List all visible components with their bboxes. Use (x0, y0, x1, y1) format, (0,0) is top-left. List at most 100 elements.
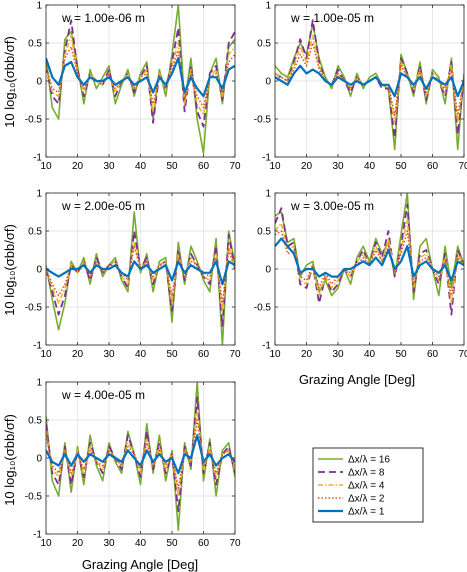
y-tick-label: 0.5 (28, 39, 42, 50)
y-tick-label: -1 (262, 341, 271, 352)
x-tick-label: 60 (198, 349, 210, 360)
legend-items: Δx/λ = 16 Δx/λ = 8 Δx/λ = 4 Δx/λ = 2 Δx/λ = … (318, 455, 390, 518)
y-tick-label: -0.5 (254, 303, 272, 314)
y-tick-label: -0.5 (254, 115, 272, 126)
series-line-dx2 (275, 42, 464, 116)
y-tick-label: 1 (36, 189, 42, 200)
x-tick-label: 20 (72, 538, 84, 549)
panel-annotation: w = 4.00e-05 m (61, 388, 145, 402)
ylabel-text: 10 log₁₀(σbb/σf) (2, 224, 17, 316)
xlabel-bottom: Grazing Angle [Deg] (82, 557, 198, 572)
x-tick-label: 30 (332, 161, 344, 172)
series-line-dx8 (46, 396, 235, 513)
series-line-dx1 (275, 64, 464, 98)
chart-panel-1: 10 20 30 40 50 60 70 -1 -0.5 0 0.5 1 w = 1.00e-06 m (25, 1, 241, 173)
y-tick-label: 0.5 (257, 39, 271, 50)
x-tick-label: 10 (269, 349, 281, 360)
y-tick-label: 0.5 (28, 416, 42, 427)
legend-box (312, 447, 424, 523)
y-tick-label: 0.5 (28, 227, 42, 238)
series-line-dx4 (46, 241, 235, 312)
x-tick-label: 20 (301, 161, 313, 172)
chart-panel-4: 10 20 30 40 50 60 70 -1 -0.5 0 0.5 1 w = 3.00e-05 m (254, 189, 467, 361)
x-tick-label: 10 (269, 161, 281, 172)
y-tick-label: 0 (36, 77, 42, 88)
series-group (46, 382, 235, 532)
ylabel-text: 10 log₁₀(σbb/σf) (2, 36, 17, 128)
series-line-dx8 (275, 19, 464, 139)
x-tick-label: 40 (135, 538, 147, 549)
ylabel-row1: 10 log₁₀(σbb/σf) (2, 36, 17, 128)
y-tick-label: 1 (265, 1, 271, 12)
y-tick-label: -1 (33, 153, 42, 164)
x-tick-label: 70 (229, 349, 241, 360)
x-tick-label: 40 (364, 349, 376, 360)
y-tick-label: 0.5 (257, 227, 271, 238)
series-line-dx1 (46, 57, 235, 98)
y-tick-label: -1 (33, 341, 42, 352)
legend-label: Δx/λ = 4 (348, 481, 385, 492)
chart-panel-5: 10 20 30 40 50 60 70 -1 -0.5 0 0.5 1 w = 4.00e-05 m (25, 378, 241, 550)
y-tick-label: -1 (262, 153, 271, 164)
y-tick-label: 1 (36, 1, 42, 12)
ylabel-row2: 10 log₁₀(σbb/σf) (2, 224, 17, 316)
y-tick-label: 0 (265, 77, 271, 88)
chart-panel-3: 10 20 30 40 50 60 70 -1 -0.5 0 0.5 1 w = 2.00e-05 m (25, 189, 241, 361)
ylabel-text: 10 log₁₀(σbb/σf) (2, 414, 17, 506)
x-tick-label: 30 (103, 349, 115, 360)
y-tick-label: -0.5 (25, 115, 43, 126)
panel-annotation: w = 1.00e-06 m (61, 11, 145, 25)
x-tick-label: 40 (135, 161, 147, 172)
panel-annotation: w = 2.00e-05 m (61, 199, 145, 213)
panels-layer: 10 20 30 40 50 60 70-1-0.500.51w = 1.00e-06 m1… (25, 1, 467, 550)
legend: Δx/λ = 16 Δx/λ = 8 Δx/λ = 4 Δx/λ = 2 Δx/λ = … (312, 447, 424, 523)
x-tick-label: 50 (166, 161, 178, 172)
series-line-dx8 (46, 19, 235, 128)
x-tick-label: 70 (458, 349, 467, 360)
x-tick-label: 20 (301, 349, 313, 360)
y-tick-label: 0 (36, 265, 42, 276)
x-tick-label: 30 (103, 538, 115, 549)
x-tick-label: 70 (229, 538, 241, 549)
series-line-dx2 (46, 46, 235, 109)
x-tick-label: 10 (40, 538, 52, 549)
x-tick-label: 60 (427, 161, 439, 172)
xlabel-right: Grazing Angle [Deg] (299, 372, 415, 387)
y-tick-label: -0.5 (25, 303, 43, 314)
y-tick-label: 0 (36, 454, 42, 465)
y-tick-label: 0 (265, 265, 271, 276)
x-tick-label: 10 (40, 349, 52, 360)
x-tick-label: 60 (198, 161, 210, 172)
chart-panel-2: 10 20 30 40 50 60 70 -1 -0.5 0 0.5 1 w = 1.00e-05 m (254, 1, 467, 173)
x-tick-label: 30 (332, 349, 344, 360)
x-tick-label: 50 (166, 349, 178, 360)
x-tick-label: 40 (364, 161, 376, 172)
series-group (275, 193, 464, 316)
series-line-dx1 (275, 237, 464, 282)
legend-label: Δx/λ = 2 (348, 494, 385, 505)
x-tick-label: 70 (458, 161, 467, 172)
series-line-dx16 (46, 382, 235, 532)
x-tick-label: 50 (395, 161, 407, 172)
x-tick-label: 70 (229, 161, 241, 172)
x-tick-label: 60 (198, 538, 210, 549)
series-group (46, 5, 235, 154)
legend-label: Δx/λ = 1 (348, 507, 385, 518)
legend-label: Δx/λ = 16 (348, 455, 390, 466)
x-tick-label: 40 (135, 349, 147, 360)
y-tick-label: 1 (36, 378, 42, 389)
series-group (46, 211, 235, 345)
x-tick-label: 20 (72, 349, 84, 360)
x-tick-label: 50 (166, 538, 178, 549)
x-tick-label: 60 (427, 349, 439, 360)
x-tick-label: 20 (72, 161, 84, 172)
legend-label: Δx/λ = 8 (348, 468, 385, 479)
series-line-dx1 (46, 434, 235, 475)
series-line-dx2 (46, 419, 235, 490)
x-tick-label: 30 (103, 161, 115, 172)
y-tick-label: 1 (265, 189, 271, 200)
series-line-dx4 (46, 411, 235, 497)
series-line-dx1 (46, 260, 235, 286)
y-tick-label: -0.5 (25, 492, 43, 503)
